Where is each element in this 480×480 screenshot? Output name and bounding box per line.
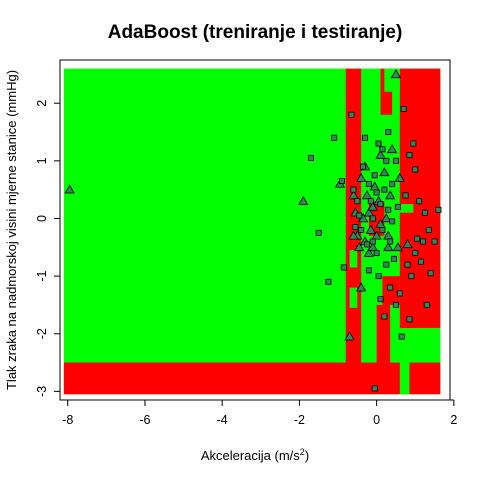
square-point: [382, 314, 387, 319]
x-tick-label: 2: [450, 413, 457, 427]
region-green: [392, 345, 400, 362]
chart-title: AdaBoost (treniranje i testiranje): [108, 22, 403, 43]
square-point: [376, 141, 381, 146]
square-point: [372, 173, 377, 178]
square-point: [378, 297, 383, 302]
y-tick-label: -3: [35, 386, 49, 397]
square-point: [374, 250, 379, 255]
y-tick-label: -1: [35, 271, 49, 282]
x-tick-label: 0: [373, 413, 380, 427]
square-point: [366, 181, 371, 186]
square-point: [407, 317, 412, 322]
square-point: [384, 158, 389, 163]
square-point: [378, 201, 383, 206]
square-point: [384, 262, 389, 267]
square-point: [418, 259, 423, 264]
square-point: [370, 216, 375, 221]
y-tick-label: 2: [35, 100, 49, 107]
y-tick-label: -2: [35, 328, 49, 339]
square-point: [401, 106, 406, 111]
square-point: [424, 302, 429, 307]
x-tick-label: -2: [294, 413, 305, 427]
square-point: [397, 291, 402, 296]
square-point: [409, 274, 414, 279]
square-point: [407, 152, 412, 157]
x-axis-label-main: Akceleracija (m/s: [201, 448, 300, 463]
square-point: [399, 334, 404, 339]
square-point: [420, 239, 425, 244]
square-point: [386, 207, 391, 212]
square-point: [413, 167, 418, 172]
square-point: [308, 155, 313, 160]
square-point: [393, 158, 398, 163]
square-point: [386, 129, 391, 134]
square-point: [370, 239, 375, 244]
square-point: [415, 236, 420, 241]
square-point: [388, 285, 393, 290]
square-point: [380, 147, 385, 152]
square-point: [432, 239, 437, 244]
square-point: [405, 262, 410, 267]
x-axis-label: Akceleracija (m/s2): [201, 447, 309, 463]
square-point: [411, 141, 416, 146]
square-point: [388, 239, 393, 244]
square-point: [380, 227, 385, 232]
square-point: [361, 164, 366, 169]
square-point: [391, 256, 396, 261]
square-point: [316, 230, 321, 235]
square-point: [362, 135, 367, 140]
square-point: [349, 112, 354, 117]
y-axis-label: Tlak zraka na nadmorskoj visini mjerne s…: [4, 70, 19, 390]
square-point: [426, 227, 431, 232]
y-tick-label: 0: [35, 215, 49, 222]
square-point: [422, 210, 427, 215]
square-point: [376, 274, 381, 279]
square-point: [403, 193, 408, 198]
square-point: [357, 213, 362, 218]
square-point: [395, 204, 400, 209]
square-point: [417, 199, 422, 204]
square-point: [341, 265, 346, 270]
y-tick-label: 1: [35, 157, 49, 164]
square-point: [413, 250, 418, 255]
square-point: [374, 190, 379, 195]
region-green: [400, 363, 410, 395]
square-point: [326, 279, 331, 284]
x-tick-label: -8: [62, 413, 73, 427]
region-green: [409, 328, 440, 363]
square-point: [353, 225, 358, 230]
square-point: [393, 302, 398, 307]
square-point: [382, 187, 387, 192]
region-red: [64, 363, 440, 395]
square-point: [359, 227, 364, 232]
square-point: [332, 135, 337, 140]
x-tick-label: -4: [217, 413, 228, 427]
square-point: [372, 386, 377, 391]
square-point: [389, 219, 394, 224]
region-green: [400, 204, 414, 213]
square-point: [339, 178, 344, 183]
region-green: [350, 250, 358, 267]
square-point: [368, 199, 373, 204]
square-point: [366, 268, 371, 273]
square-point: [428, 271, 433, 276]
square-point: [364, 242, 369, 247]
x-tick-label: -6: [139, 413, 150, 427]
region-green: [350, 288, 358, 308]
square-point: [389, 181, 394, 186]
square-point: [351, 187, 356, 192]
square-point: [355, 199, 360, 204]
square-point: [436, 207, 441, 212]
x-axis-label-close: ): [305, 448, 309, 463]
